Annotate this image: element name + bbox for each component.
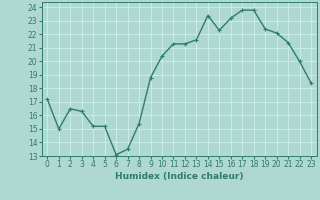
X-axis label: Humidex (Indice chaleur): Humidex (Indice chaleur) (115, 172, 244, 181)
